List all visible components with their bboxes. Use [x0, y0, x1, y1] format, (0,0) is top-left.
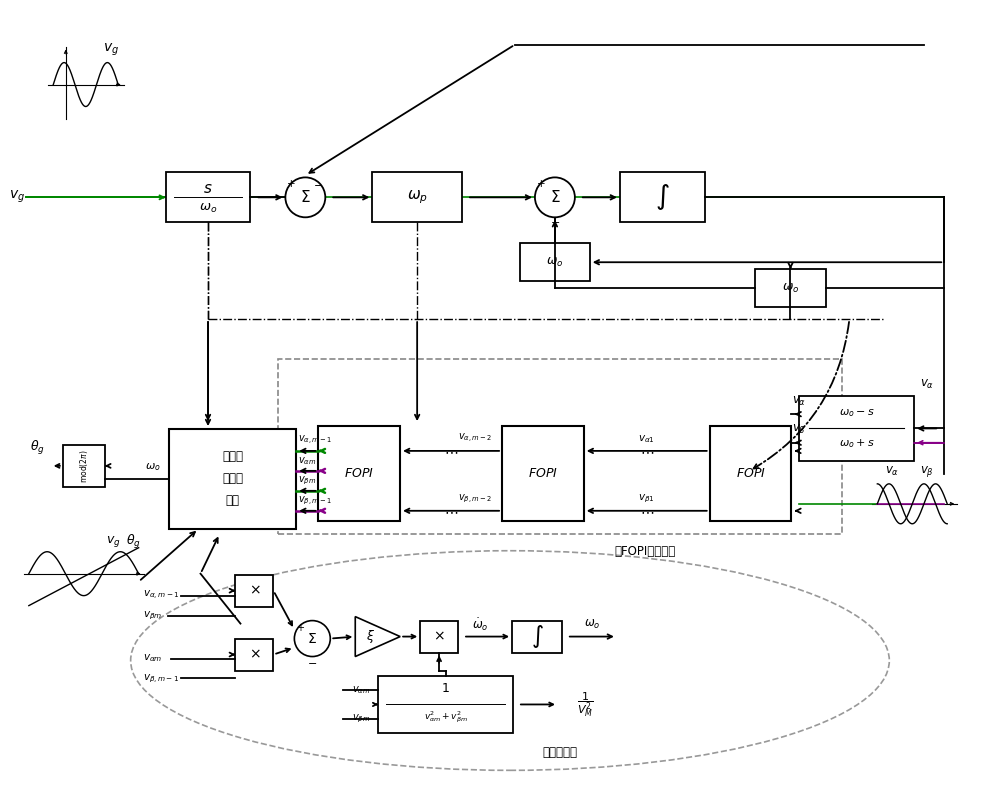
- Bar: [235, 638, 273, 671]
- Bar: [512, 621, 562, 653]
- Text: $\omega_o$: $\omega_o$: [584, 618, 600, 631]
- Text: $\omega_o + s$: $\omega_o + s$: [839, 437, 875, 450]
- Text: $v_\beta$: $v_\beta$: [920, 465, 934, 480]
- Text: $-$: $-$: [550, 216, 560, 226]
- Text: $\cdots$: $\cdots$: [640, 444, 654, 458]
- Text: $\omega_o - s$: $\omega_o - s$: [839, 408, 875, 420]
- Text: $FOPI$: $FOPI$: [344, 467, 374, 480]
- Text: 制器: 制器: [225, 495, 239, 507]
- Text: $\dot{\omega}_o$: $\dot{\omega}_o$: [472, 616, 488, 633]
- Bar: [235, 574, 273, 607]
- Text: $\omega_o$: $\omega_o$: [145, 461, 161, 473]
- Bar: [502, 426, 584, 521]
- Text: $-$: $-$: [313, 179, 323, 189]
- Text: $v_{\alpha m}^2+v_{\beta m}^2$: $v_{\alpha m}^2+v_{\beta m}^2$: [424, 709, 468, 725]
- Text: $v_\alpha$: $v_\alpha$: [792, 394, 807, 408]
- Text: $\dfrac{1}{V_M^2}$: $\dfrac{1}{V_M^2}$: [577, 690, 593, 719]
- Text: $\omega_o$: $\omega_o$: [546, 256, 564, 269]
- Bar: [318, 426, 400, 521]
- Text: $v_{\alpha,m-2}$: $v_{\alpha,m-2}$: [458, 432, 492, 446]
- Bar: [372, 172, 462, 222]
- Text: $FOPI$: $FOPI$: [528, 467, 558, 480]
- Text: $v_{\beta 1}$: $v_{\beta 1}$: [638, 492, 655, 505]
- Text: $\omega_o$: $\omega_o$: [199, 202, 217, 215]
- Bar: [169, 429, 296, 529]
- Bar: [710, 426, 791, 521]
- Bar: [63, 445, 105, 487]
- Bar: [755, 269, 826, 307]
- Text: +: +: [537, 179, 546, 189]
- Text: $\omega_o$: $\omega_o$: [782, 282, 799, 295]
- Bar: [520, 243, 590, 281]
- Text: $v_\alpha$: $v_\alpha$: [920, 377, 934, 391]
- Text: $v_{\alpha,m-1}$: $v_{\alpha,m-1}$: [143, 589, 179, 602]
- Text: $v_{\beta m}$: $v_{\beta m}$: [143, 609, 162, 622]
- Text: $\theta_g$: $\theta_g$: [126, 533, 141, 551]
- Text: $\omega_p$: $\omega_p$: [407, 189, 428, 206]
- Bar: [278, 359, 842, 533]
- Text: $-$: $-$: [307, 656, 317, 667]
- Text: $\cdots$: $\cdots$: [444, 444, 458, 458]
- Text: $v_{\beta m}$: $v_{\beta m}$: [352, 712, 370, 725]
- Text: 多FOPI级联单元: 多FOPI级联单元: [614, 545, 676, 559]
- Text: $v_{\alpha m}$: $v_{\alpha m}$: [298, 455, 317, 467]
- Text: +: +: [296, 623, 304, 633]
- Text: $v_{\alpha 1}$: $v_{\alpha 1}$: [638, 433, 655, 445]
- Text: $v_g$: $v_g$: [9, 189, 25, 205]
- Text: $\times$: $\times$: [433, 630, 445, 644]
- Text: $\int$: $\int$: [655, 182, 670, 212]
- Circle shape: [285, 178, 325, 217]
- Text: $\cdots$: $\cdots$: [640, 504, 654, 518]
- Circle shape: [535, 178, 575, 217]
- Bar: [378, 675, 513, 734]
- Text: $\theta_g$: $\theta_g$: [30, 439, 45, 457]
- Text: $v_{\alpha,m-1}$: $v_{\alpha,m-1}$: [298, 435, 333, 447]
- Bar: [799, 396, 914, 461]
- Text: $\Sigma$: $\Sigma$: [307, 631, 317, 645]
- Text: $s$: $s$: [203, 181, 213, 196]
- Text: $v_{\beta,m-1}$: $v_{\beta,m-1}$: [143, 672, 179, 685]
- Text: $v_g$: $v_g$: [106, 534, 121, 549]
- Polygon shape: [355, 617, 400, 656]
- Text: $v_g$: $v_g$: [103, 42, 119, 58]
- Text: $FOPI$: $FOPI$: [736, 467, 766, 480]
- Text: $\xi$: $\xi$: [366, 628, 375, 645]
- Text: $\times$: $\times$: [249, 584, 260, 597]
- Text: $\mathrm{mod}(2\pi)$: $\mathrm{mod}(2\pi)$: [78, 449, 90, 483]
- Bar: [420, 621, 458, 653]
- Text: $v_{\beta,m-1}$: $v_{\beta,m-1}$: [298, 495, 333, 507]
- Text: $\int$: $\int$: [531, 623, 543, 650]
- Text: $v_{\beta,m-2}$: $v_{\beta,m-2}$: [458, 492, 492, 505]
- Text: +: +: [287, 179, 296, 189]
- Text: 适应控: 适应控: [222, 473, 243, 485]
- Text: $\times$: $\times$: [249, 648, 260, 661]
- Circle shape: [294, 621, 330, 656]
- Text: $\Sigma$: $\Sigma$: [300, 189, 311, 205]
- Text: $\cdots$: $\cdots$: [444, 504, 458, 518]
- Text: 频率自: 频率自: [222, 451, 243, 463]
- Text: $\Sigma$: $\Sigma$: [550, 189, 560, 205]
- Text: $v_\beta$: $v_\beta$: [792, 422, 806, 437]
- Text: 1: 1: [442, 682, 450, 695]
- Text: 电压补偿器: 电压补偿器: [542, 746, 577, 759]
- Bar: [620, 172, 705, 222]
- Bar: [166, 172, 250, 222]
- Text: $v_{\beta m}$: $v_{\beta m}$: [298, 475, 317, 487]
- Text: $v_{\alpha m}$: $v_{\alpha m}$: [143, 653, 162, 664]
- Text: $v_\alpha$: $v_\alpha$: [885, 466, 899, 478]
- Text: $v_{\alpha m}$: $v_{\alpha m}$: [352, 684, 370, 696]
